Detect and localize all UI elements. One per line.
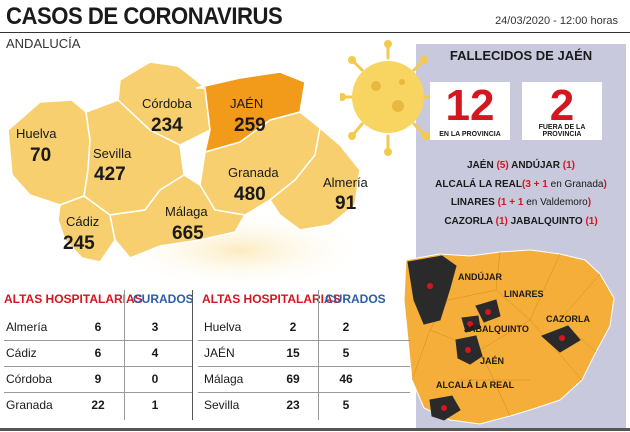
table-row-name: Almería (6, 320, 48, 334)
death-marker (485, 309, 491, 315)
province-label: Granada (228, 165, 279, 180)
province-jaen[interactable] (195, 71, 306, 154)
deaths-outside-box: 2 FUERA DE LA PROVINCIA (522, 82, 602, 140)
table-row-altas: 6 (94, 346, 102, 360)
province-cases: 245 (63, 233, 95, 254)
province-cases: 70 (30, 145, 51, 166)
virus-icon (340, 40, 436, 156)
table-row-curados: 0 (151, 372, 159, 386)
table-row-name: Granada (6, 398, 53, 412)
municipality-label: ALCALÁ LA REAL (436, 380, 515, 390)
deaths-outside-value: 2 (549, 81, 575, 130)
province-cases: 665 (172, 223, 204, 244)
row-divider (4, 392, 192, 393)
jaen-municipal-map: ANDÚJAR LINARES JABALQUINTO CAZORLA JAÉN… (403, 249, 615, 425)
table-row-name: Cádiz (6, 346, 37, 360)
province-malaga[interactable] (109, 174, 247, 259)
row-divider (4, 366, 192, 367)
table-row-name: JAÉN (204, 346, 235, 360)
province-label: Málaga (165, 204, 208, 219)
deaths-in-province-value: 12 (445, 81, 495, 130)
province-label: Cádiz (66, 214, 99, 229)
province-label: Almería (323, 175, 369, 190)
deaths-title: FALLECIDOS DE JAÉN (449, 48, 593, 63)
table-row-name: Sevilla (204, 398, 240, 412)
table-row-curados: 2 (342, 320, 350, 334)
altas-header: ALTAS HOSPITALARIAS (4, 292, 143, 306)
curados-header: CURADOS (325, 292, 386, 306)
table-row-curados: 1 (151, 398, 159, 412)
row-divider (4, 340, 192, 341)
table-row-altas: 6 (94, 320, 102, 334)
death-marker (465, 347, 471, 353)
province-cases: 480 (234, 184, 266, 205)
province-cordoba[interactable] (117, 61, 211, 146)
table-row-curados: 5 (342, 346, 350, 360)
table-row-altas: 2 (289, 320, 297, 334)
curados-header: CURADOS (133, 292, 194, 306)
deaths-detail-line: ALCALÁ LA REAL(3 + 1 en Granada) (435, 179, 607, 190)
municipality-label: JAÉN (480, 356, 504, 366)
province-cases: 91 (335, 193, 357, 214)
table-row-curados: 5 (342, 398, 350, 412)
page-title: CASOS DE CORONAVIRUS (6, 3, 283, 30)
deaths-detail-line: JAÉN (5) ANDÚJAR (1) (467, 160, 575, 171)
table-row-altas: 9 (94, 372, 102, 386)
province-label: Sevilla (93, 146, 132, 161)
death-marker (427, 283, 433, 289)
table-row-name: Málaga (204, 372, 244, 386)
province-cases: 259 (234, 115, 266, 136)
table-row-curados: 3 (151, 320, 159, 334)
municipality-label: LINARES (504, 289, 544, 299)
province-almeria[interactable] (268, 126, 361, 231)
province-cadiz[interactable] (57, 195, 116, 263)
column-divider (124, 290, 125, 420)
table-row-name: Córdoba (6, 372, 53, 386)
region-label: ANDALUCÍA (6, 36, 81, 51)
deaths-outside-label: FUERA DE LA PROVINCIA (538, 124, 586, 138)
table-row-curados: 4 (151, 346, 159, 360)
municipality-andujar (407, 255, 457, 325)
andalucia-map: Huelva 70 Sevilla 427 Córdoba 234 JAÉN 2… (7, 61, 370, 280)
footer-rule (0, 428, 630, 431)
row-divider (198, 366, 410, 367)
municipality-label: ANDÚJAR (458, 271, 503, 282)
header-divider (0, 32, 630, 33)
province-cases: 427 (94, 164, 126, 185)
table-row-altas: 23 (286, 398, 300, 412)
deaths-detail-line: LINARES (1 + 1 en Valdemoro) (450, 197, 592, 208)
deaths-detail-line: CAZORLA (1) JABALQUINTO (1) (444, 216, 598, 227)
deaths-in-province-box: 12 EN LA PROVINCIA (430, 82, 510, 140)
death-marker (559, 335, 565, 341)
municipality-label: CAZORLA (546, 314, 590, 324)
province-label: JAÉN (230, 96, 263, 111)
deaths-in-province-label: EN LA PROVINCIA (439, 131, 501, 138)
death-marker (441, 405, 447, 411)
column-divider (318, 290, 319, 420)
province-label: Córdoba (142, 96, 193, 111)
altas-header: ALTAS HOSPITALARIAS (202, 292, 341, 306)
province-label: Huelva (16, 126, 57, 141)
column-divider (192, 290, 193, 420)
table-row-altas: 69 (286, 372, 300, 386)
table-row-altas: 22 (91, 398, 105, 412)
row-divider (198, 392, 410, 393)
municipality-label: JABALQUINTO (464, 324, 529, 334)
table-row-curados: 46 (339, 372, 353, 386)
table-row-altas: 15 (286, 346, 300, 360)
jaen-province-outline (403, 249, 615, 425)
timestamp: 24/03/2020 - 12:00 horas (495, 15, 618, 27)
table-row-name: Huelva (204, 320, 242, 334)
row-divider (198, 340, 410, 341)
death-marker (467, 321, 473, 327)
province-cases: 234 (151, 115, 183, 136)
